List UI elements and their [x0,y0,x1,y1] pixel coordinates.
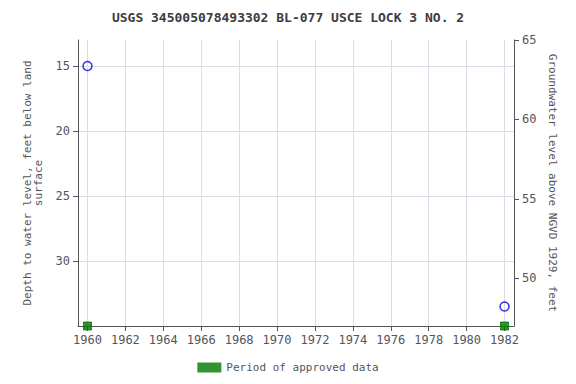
svg-text:1966: 1966 [187,333,216,347]
svg-text:1976: 1976 [376,333,405,347]
svg-text:1982: 1982 [490,333,519,347]
svg-text:Groundwater level above NGVD 1: Groundwater level above NGVD 1929, feet [546,54,559,312]
svg-text:20: 20 [56,124,70,138]
svg-text:1978: 1978 [414,333,443,347]
svg-text:Depth to water level, feet bel: Depth to water level, feet below land [21,60,34,306]
svg-text:USGS 345005078493302 BL-077 US: USGS 345005078493302 BL-077 USCE LOCK 3 … [112,10,464,25]
svg-text:65: 65 [522,33,536,47]
svg-text:1964: 1964 [149,333,178,347]
svg-text:1960: 1960 [73,333,102,347]
svg-text:55: 55 [522,192,536,206]
svg-text:50: 50 [522,271,536,285]
svg-text:Period of approved data: Period of approved data [226,361,378,374]
svg-text:1962: 1962 [111,333,140,347]
svg-text:30: 30 [56,254,70,268]
svg-text:1974: 1974 [338,333,367,347]
svg-text:1970: 1970 [263,333,292,347]
svg-text:15: 15 [56,59,70,73]
svg-text:60: 60 [522,112,536,126]
svg-text:1972: 1972 [301,333,330,347]
svg-text:1968: 1968 [225,333,254,347]
svg-text:1980: 1980 [452,333,481,347]
svg-text:25: 25 [56,189,70,203]
svg-text:surface: surface [32,160,45,206]
